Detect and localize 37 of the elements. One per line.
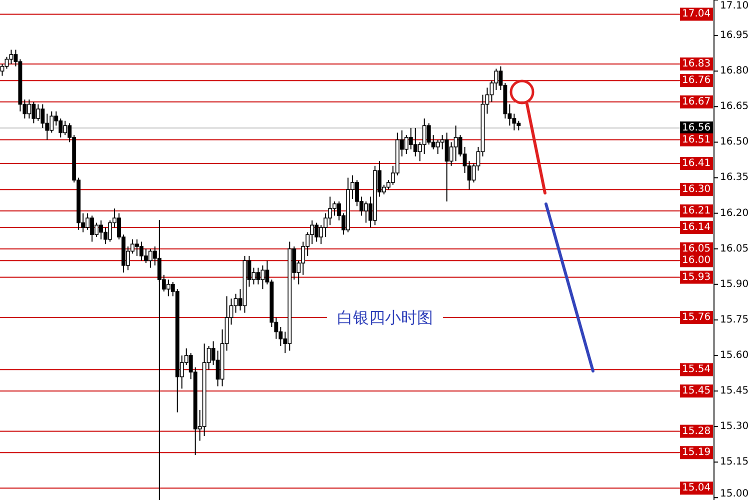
ref-line-label: 15.04 <box>682 482 711 494</box>
ref-line-label: 15.19 <box>682 447 711 458</box>
ref-line-label: 16.76 <box>682 75 711 86</box>
y-tick-label: 15.75 <box>720 314 749 326</box>
ref-line-label: 15.76 <box>682 312 711 324</box>
y-tick-label: 16.80 <box>720 66 749 77</box>
y-tick-label: 15.60 <box>720 350 749 361</box>
y-tick-label: 16.95 <box>720 30 749 42</box>
ref-line-label: 16.41 <box>682 158 711 170</box>
ref-line-label: 16.30 <box>682 184 711 196</box>
y-tick-label: 16.20 <box>720 208 749 219</box>
ref-line-label: 16.00 <box>682 255 711 266</box>
ref-line-label: 15.28 <box>682 426 711 437</box>
candlestick <box>4 56 9 70</box>
y-tick-label: 16.35 <box>720 172 749 184</box>
y-tick-label: 15.90 <box>720 278 749 290</box>
ref-line-label: 16.51 <box>682 134 711 146</box>
ref-line-label: 15.54 <box>682 364 711 376</box>
y-tick-label: 15.00 <box>720 488 749 500</box>
ref-line-label: 16.67 <box>682 96 711 108</box>
ref-line-label: 16.83 <box>682 58 711 70</box>
y-tick-label: 15.30 <box>720 421 749 432</box>
ref-line-label: 16.14 <box>682 222 711 233</box>
y-tick-label: 15.45 <box>720 385 749 396</box>
y-tick-label: 15.15 <box>720 456 749 468</box>
y-tick-label: 16.50 <box>720 136 749 148</box>
y-tick-label: 17.10 <box>720 0 749 12</box>
ref-line-label: 16.05 <box>682 243 711 254</box>
ref-line-label: 15.45 <box>682 385 711 396</box>
y-tick-label: 16.65 <box>720 101 749 112</box>
y-tick-label: 16.05 <box>720 243 749 254</box>
annotation: 白银四小时图 <box>337 308 433 328</box>
candlestick <box>9 49 14 64</box>
ref-line-label: 15.93 <box>682 272 711 283</box>
ref-line-label: 16.56 <box>682 122 711 134</box>
ref-line-label: 16.21 <box>682 205 711 216</box>
ref-line-label: 17.04 <box>682 8 711 20</box>
